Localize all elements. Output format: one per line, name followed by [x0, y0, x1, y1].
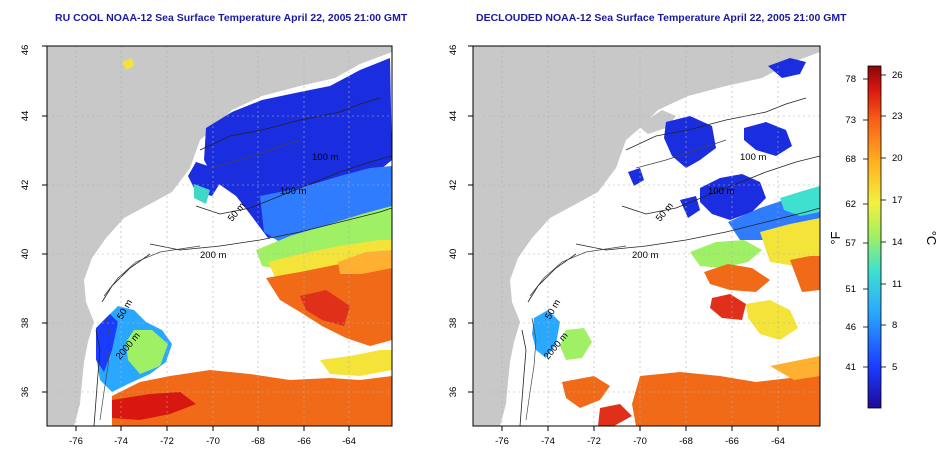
lon-tick-label: -74: [114, 436, 128, 447]
lon-tick-label: -66: [725, 436, 739, 447]
colorbar-celsius-label: °C: [924, 231, 939, 246]
sst-cold-region: [768, 58, 806, 78]
lat-tick-label: 38: [20, 318, 31, 329]
colorbar-gradient: [867, 65, 882, 409]
panel-right-title: DECLOUDED NOAA-12 Sea Surface Temperatur…: [476, 12, 847, 24]
lat-tick-label: 36: [448, 387, 459, 398]
panel-right-map: 100 m 100 m 50 m 200 m 50 m 2000 m 46 44…: [448, 45, 821, 447]
contour-label: 100 m: [280, 186, 306, 197]
map-frame: [46, 45, 393, 427]
colorbar-fahrenheit-label: °F: [828, 231, 843, 244]
colorbar-c-tick: 11: [892, 279, 902, 290]
colorbar-f-tick: 68: [845, 154, 856, 165]
land-mass: [473, 46, 820, 426]
lat-tick-label: 40: [20, 249, 31, 260]
colorbar-c-tick: 17: [892, 195, 903, 206]
land-mass: [47, 46, 392, 426]
lat-tick-label: 42: [448, 180, 459, 191]
colorbar-c-tick: 14: [892, 237, 903, 248]
lon-tick-label: -68: [251, 436, 265, 447]
colorbar-f-tick: 51: [845, 284, 856, 295]
colorbar-f-tick: 78: [845, 74, 856, 85]
lon-tick-label: -64: [342, 436, 356, 447]
colorbar-c-tick: 23: [892, 111, 903, 122]
lon-tick-label: -76: [69, 436, 83, 447]
contour-label: 200 m: [632, 250, 658, 261]
contour-label: 100 m: [740, 152, 766, 163]
colorbar: 78 73 68 62 57 51 46 41 26 23 20 17 14 1…: [828, 65, 939, 409]
panel-left-map: 100 m 100 m 50 m 200 m 50 m 2000 m 46 44…: [20, 45, 393, 447]
colorbar-f-tick: 46: [845, 322, 856, 333]
lon-tick-label: -66: [297, 436, 311, 447]
lon-tick-label: -68: [679, 436, 693, 447]
lat-tick-label: 46: [448, 45, 459, 56]
lat-tick-label: 44: [448, 111, 459, 122]
lat-tick-label: 42: [20, 180, 31, 191]
lat-tick-label: 40: [448, 249, 459, 260]
lon-tick-label: -72: [587, 436, 601, 447]
grid-lines-left: [47, 46, 392, 426]
lat-tick-label: 46: [20, 45, 31, 56]
panel-left-title: RU COOL NOAA-12 Sea Surface Temperature …: [55, 12, 408, 24]
lat-tick-label: 36: [20, 387, 31, 398]
lon-tick-label: -70: [206, 436, 220, 447]
colorbar-f-tick: 57: [845, 238, 856, 249]
lon-tick-label: -74: [541, 436, 555, 447]
map-frame: [472, 45, 821, 427]
colorbar-f-tick: 41: [845, 362, 856, 373]
colorbar-f-tick: 73: [845, 115, 856, 126]
contour-label: 100 m: [312, 152, 338, 163]
sst-gulfstream: [690, 240, 762, 268]
colorbar-c-tick: 20: [892, 153, 903, 164]
colorbar-f-tick: 62: [845, 199, 856, 210]
colorbar-c-tick: 26: [892, 70, 903, 81]
lat-tick-label: 38: [448, 318, 459, 329]
lon-tick-label: -64: [771, 436, 785, 447]
lat-tick-label: 44: [20, 111, 31, 122]
colorbar-c-tick: 8: [892, 320, 897, 331]
colorbar-c-tick: 5: [892, 362, 897, 373]
contour-label: 100 m: [708, 186, 734, 197]
grid-lines-right: [473, 46, 820, 426]
lon-tick-label: -70: [633, 436, 647, 447]
lon-tick-label: -76: [495, 436, 509, 447]
lon-tick-label: -72: [160, 436, 174, 447]
contour-label: 200 m: [200, 250, 226, 261]
